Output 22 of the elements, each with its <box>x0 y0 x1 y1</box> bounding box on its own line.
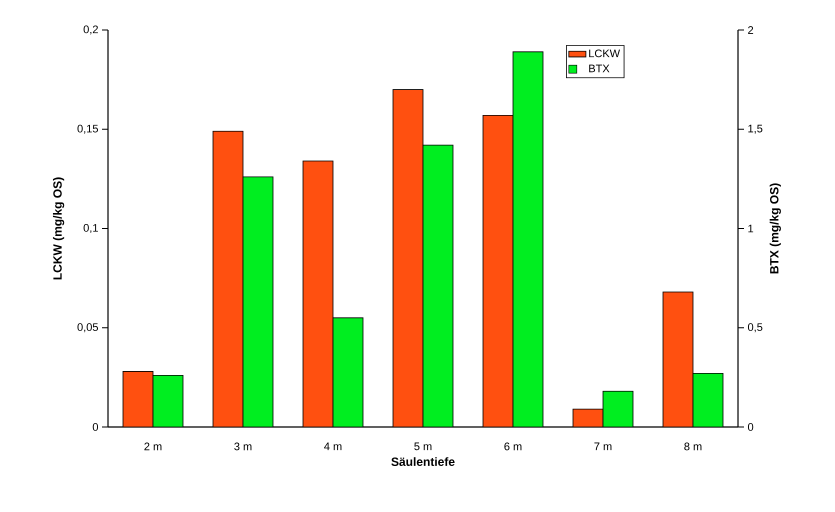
y2-tick-label: 1,5 <box>748 124 762 134</box>
y2-tick-label: 0,5 <box>748 323 762 332</box>
y-tick-label: 0,05 <box>77 323 98 332</box>
x-axis-title: Säulentiefe <box>391 457 455 466</box>
y2-tick-label: 2 <box>748 26 754 34</box>
y-tick-label: 0,1 <box>84 224 98 234</box>
y-axis-title: LCKW (mg/kg OS) <box>52 177 64 280</box>
legend-label: LCKW <box>589 49 620 58</box>
y2-tick-label: 1 <box>748 224 754 232</box>
y2-axis-title: BTX (mg/kg OS) <box>770 183 781 274</box>
x-tick-label: 8 m <box>684 442 702 450</box>
y-tick-label: 0,2 <box>84 25 98 35</box>
x-tick-label: 6 m <box>504 442 522 450</box>
x-tick-label: 4 m <box>324 442 342 450</box>
x-tick-label: 2 m <box>144 442 162 450</box>
x-tick-label: 5 m <box>414 442 432 450</box>
y-tick-label: 0 <box>92 423 98 431</box>
x-tick-label: 7 m <box>594 442 612 450</box>
y2-tick-label: 0 <box>748 423 754 431</box>
x-tick-label: 3 m <box>234 442 252 450</box>
y-tick-label: 0,15 <box>77 124 98 134</box>
legend-label: BTX <box>589 64 610 72</box>
